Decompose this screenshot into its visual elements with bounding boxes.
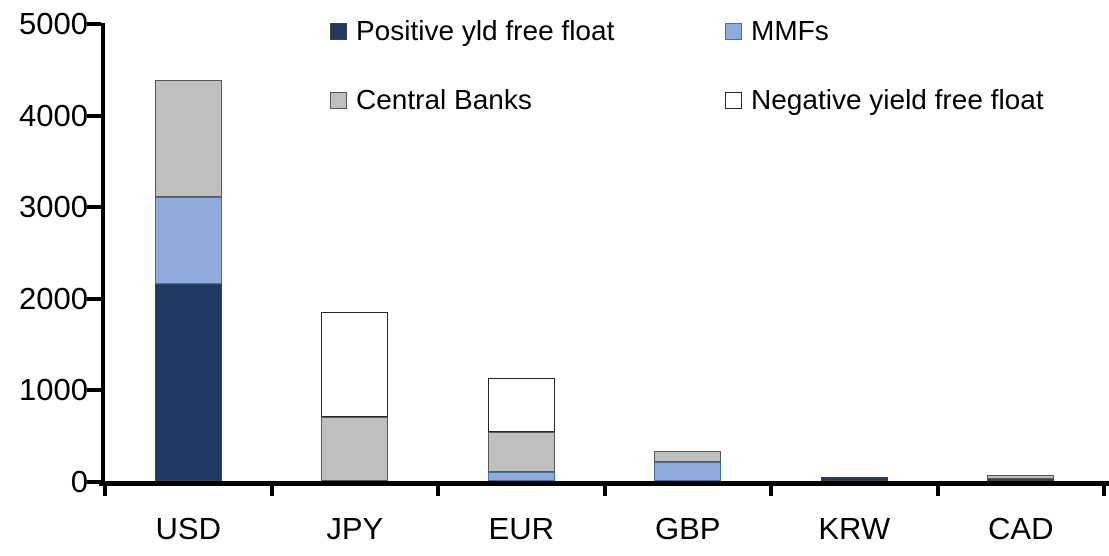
y-tick-label: 3000	[19, 189, 88, 225]
x-category-label: CAD	[988, 511, 1054, 546]
legend-label: MMFs	[751, 15, 829, 46]
bar-segment-gbp	[654, 461, 722, 481]
bar-segment-cad	[987, 475, 1055, 480]
x-category-label: KRW	[818, 511, 891, 546]
bar-segment-gbp	[654, 450, 722, 462]
bar-segment-eur	[487, 378, 555, 433]
y-tick-mark	[87, 388, 101, 393]
x-tick-mark	[935, 481, 940, 496]
y-tick-label: 5000	[19, 6, 88, 41]
x-category-label: EUR	[488, 511, 554, 546]
y-tick-label: 4000	[19, 97, 88, 133]
x-tick-mark	[602, 481, 607, 496]
bar-segment-jpy	[321, 312, 389, 417]
y-axis-line	[101, 23, 105, 486]
legend-item-central-banks: Central Banks	[330, 86, 532, 114]
bar-segment-eur	[487, 432, 555, 472]
y-tick-label: 1000	[19, 372, 88, 408]
x-tick-mark	[269, 481, 274, 496]
bar-segment-usd	[154, 284, 222, 481]
legend-swatch-positive-yld-free-float	[330, 22, 347, 40]
x-category-label: GBP	[655, 511, 721, 546]
bar-segment-usd	[154, 197, 222, 285]
bar-segment-eur	[487, 471, 555, 481]
x-tick-mark	[436, 481, 440, 496]
bar-segment-krw	[820, 477, 888, 481]
legend-swatch-mmfs	[725, 22, 742, 40]
x-category-label: USD	[155, 511, 221, 546]
x-tick-mark	[769, 481, 773, 496]
legend-label: Negative yield free float	[751, 84, 1044, 115]
y-tick-mark	[87, 480, 101, 484]
legend-swatch-negative-yield-free-float	[725, 91, 742, 109]
y-tick-mark	[87, 22, 101, 26]
bar-segment-jpy	[321, 416, 389, 481]
legend-label: Central Banks	[356, 84, 532, 115]
y-tick-label: 2000	[19, 280, 88, 316]
legend-item-positive-yld-free-float: Positive yld free float	[330, 17, 614, 45]
legend-item-mmfs: MMFs	[725, 17, 829, 45]
bar-segment-cad	[987, 479, 1055, 482]
bar-segment-usd	[154, 79, 222, 198]
legend-label: Positive yld free float	[356, 15, 615, 46]
y-tick-mark	[87, 113, 101, 118]
x-category-label: JPY	[326, 511, 384, 546]
y-tick-label: 0	[70, 464, 88, 499]
y-tick-mark	[87, 296, 101, 301]
y-tick-mark	[87, 205, 101, 210]
x-tick-mark	[103, 481, 107, 496]
x-tick-mark	[1102, 481, 1106, 496]
legend-item-negative-yield-free-float: Negative yield free float	[725, 86, 1044, 114]
legend-swatch-central-banks	[330, 91, 347, 109]
